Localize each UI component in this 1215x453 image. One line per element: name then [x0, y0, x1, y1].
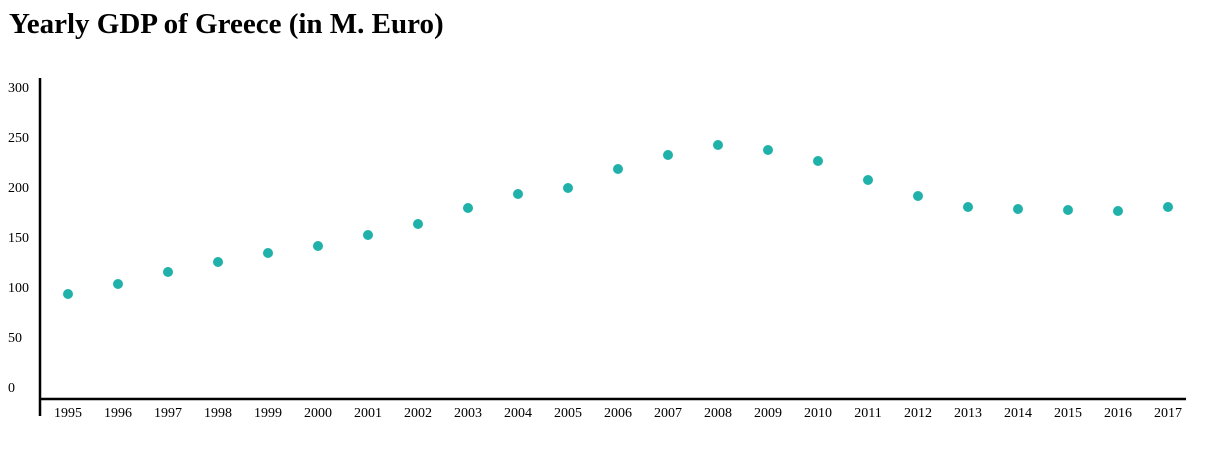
x-tick-label: 2003: [454, 406, 482, 421]
x-tick-label: 2008: [704, 406, 732, 421]
x-tick-label: 2015: [1054, 406, 1082, 421]
y-tick-label: 250: [8, 131, 29, 146]
x-tick-label: 1995: [54, 406, 82, 421]
data-point: [713, 140, 723, 150]
data-points: [63, 140, 1173, 299]
data-point: [213, 257, 223, 267]
x-tick-label: 1999: [254, 406, 282, 421]
x-tick-label: 2011: [854, 406, 881, 421]
x-tick-label: 1998: [204, 406, 232, 421]
data-point: [1013, 204, 1023, 214]
y-tick-label: 0: [8, 381, 15, 396]
x-tick-label: 2014: [1004, 406, 1032, 421]
chart-title: Yearly GDP of Greece (in M. Euro): [9, 8, 444, 40]
x-tick-label: 2001: [354, 406, 382, 421]
data-point: [413, 219, 423, 229]
x-tick-label: 2004: [504, 406, 532, 421]
y-axis-ticks: 0 50 100 150 200 250 300: [8, 81, 29, 396]
data-point: [913, 191, 923, 201]
data-point: [563, 183, 573, 193]
y-tick-label: 300: [8, 81, 29, 96]
data-point: [513, 189, 523, 199]
x-tick-label: 2007: [654, 406, 682, 421]
x-tick-label: 1997: [154, 406, 182, 421]
x-tick-label: 2016: [1104, 406, 1132, 421]
data-point: [463, 203, 473, 213]
x-tick-label: 2000: [304, 406, 332, 421]
data-point: [263, 248, 273, 258]
x-tick-label: 2010: [804, 406, 832, 421]
data-point: [863, 175, 873, 185]
x-tick-label: 1996: [104, 406, 132, 421]
y-tick-label: 100: [8, 281, 29, 296]
data-point: [763, 145, 773, 155]
data-point: [1163, 202, 1173, 212]
x-tick-label: 2002: [404, 406, 432, 421]
y-tick-label: 50: [8, 331, 22, 346]
data-point: [113, 279, 123, 289]
data-point: [663, 150, 673, 160]
data-point: [963, 202, 973, 212]
x-tick-label: 2012: [904, 406, 932, 421]
data-point: [363, 230, 373, 240]
data-point: [813, 156, 823, 166]
x-tick-label: 2017: [1154, 406, 1182, 421]
x-tick-label: 2009: [754, 406, 782, 421]
data-point: [163, 267, 173, 277]
y-tick-label: 150: [8, 231, 29, 246]
x-axis-ticks: 1995 1996 1997 1998 1999 2000 2001 2002 2003 2004…: [54, 406, 1182, 421]
data-point: [313, 241, 323, 251]
x-tick-label: 2013: [954, 406, 982, 421]
x-tick-label: 2006: [604, 406, 632, 421]
y-tick-label: 200: [8, 181, 29, 196]
data-point: [1063, 205, 1073, 215]
data-point: [1113, 206, 1123, 216]
data-point: [63, 289, 73, 299]
x-tick-label: 2005: [554, 406, 582, 421]
data-point: [613, 164, 623, 174]
